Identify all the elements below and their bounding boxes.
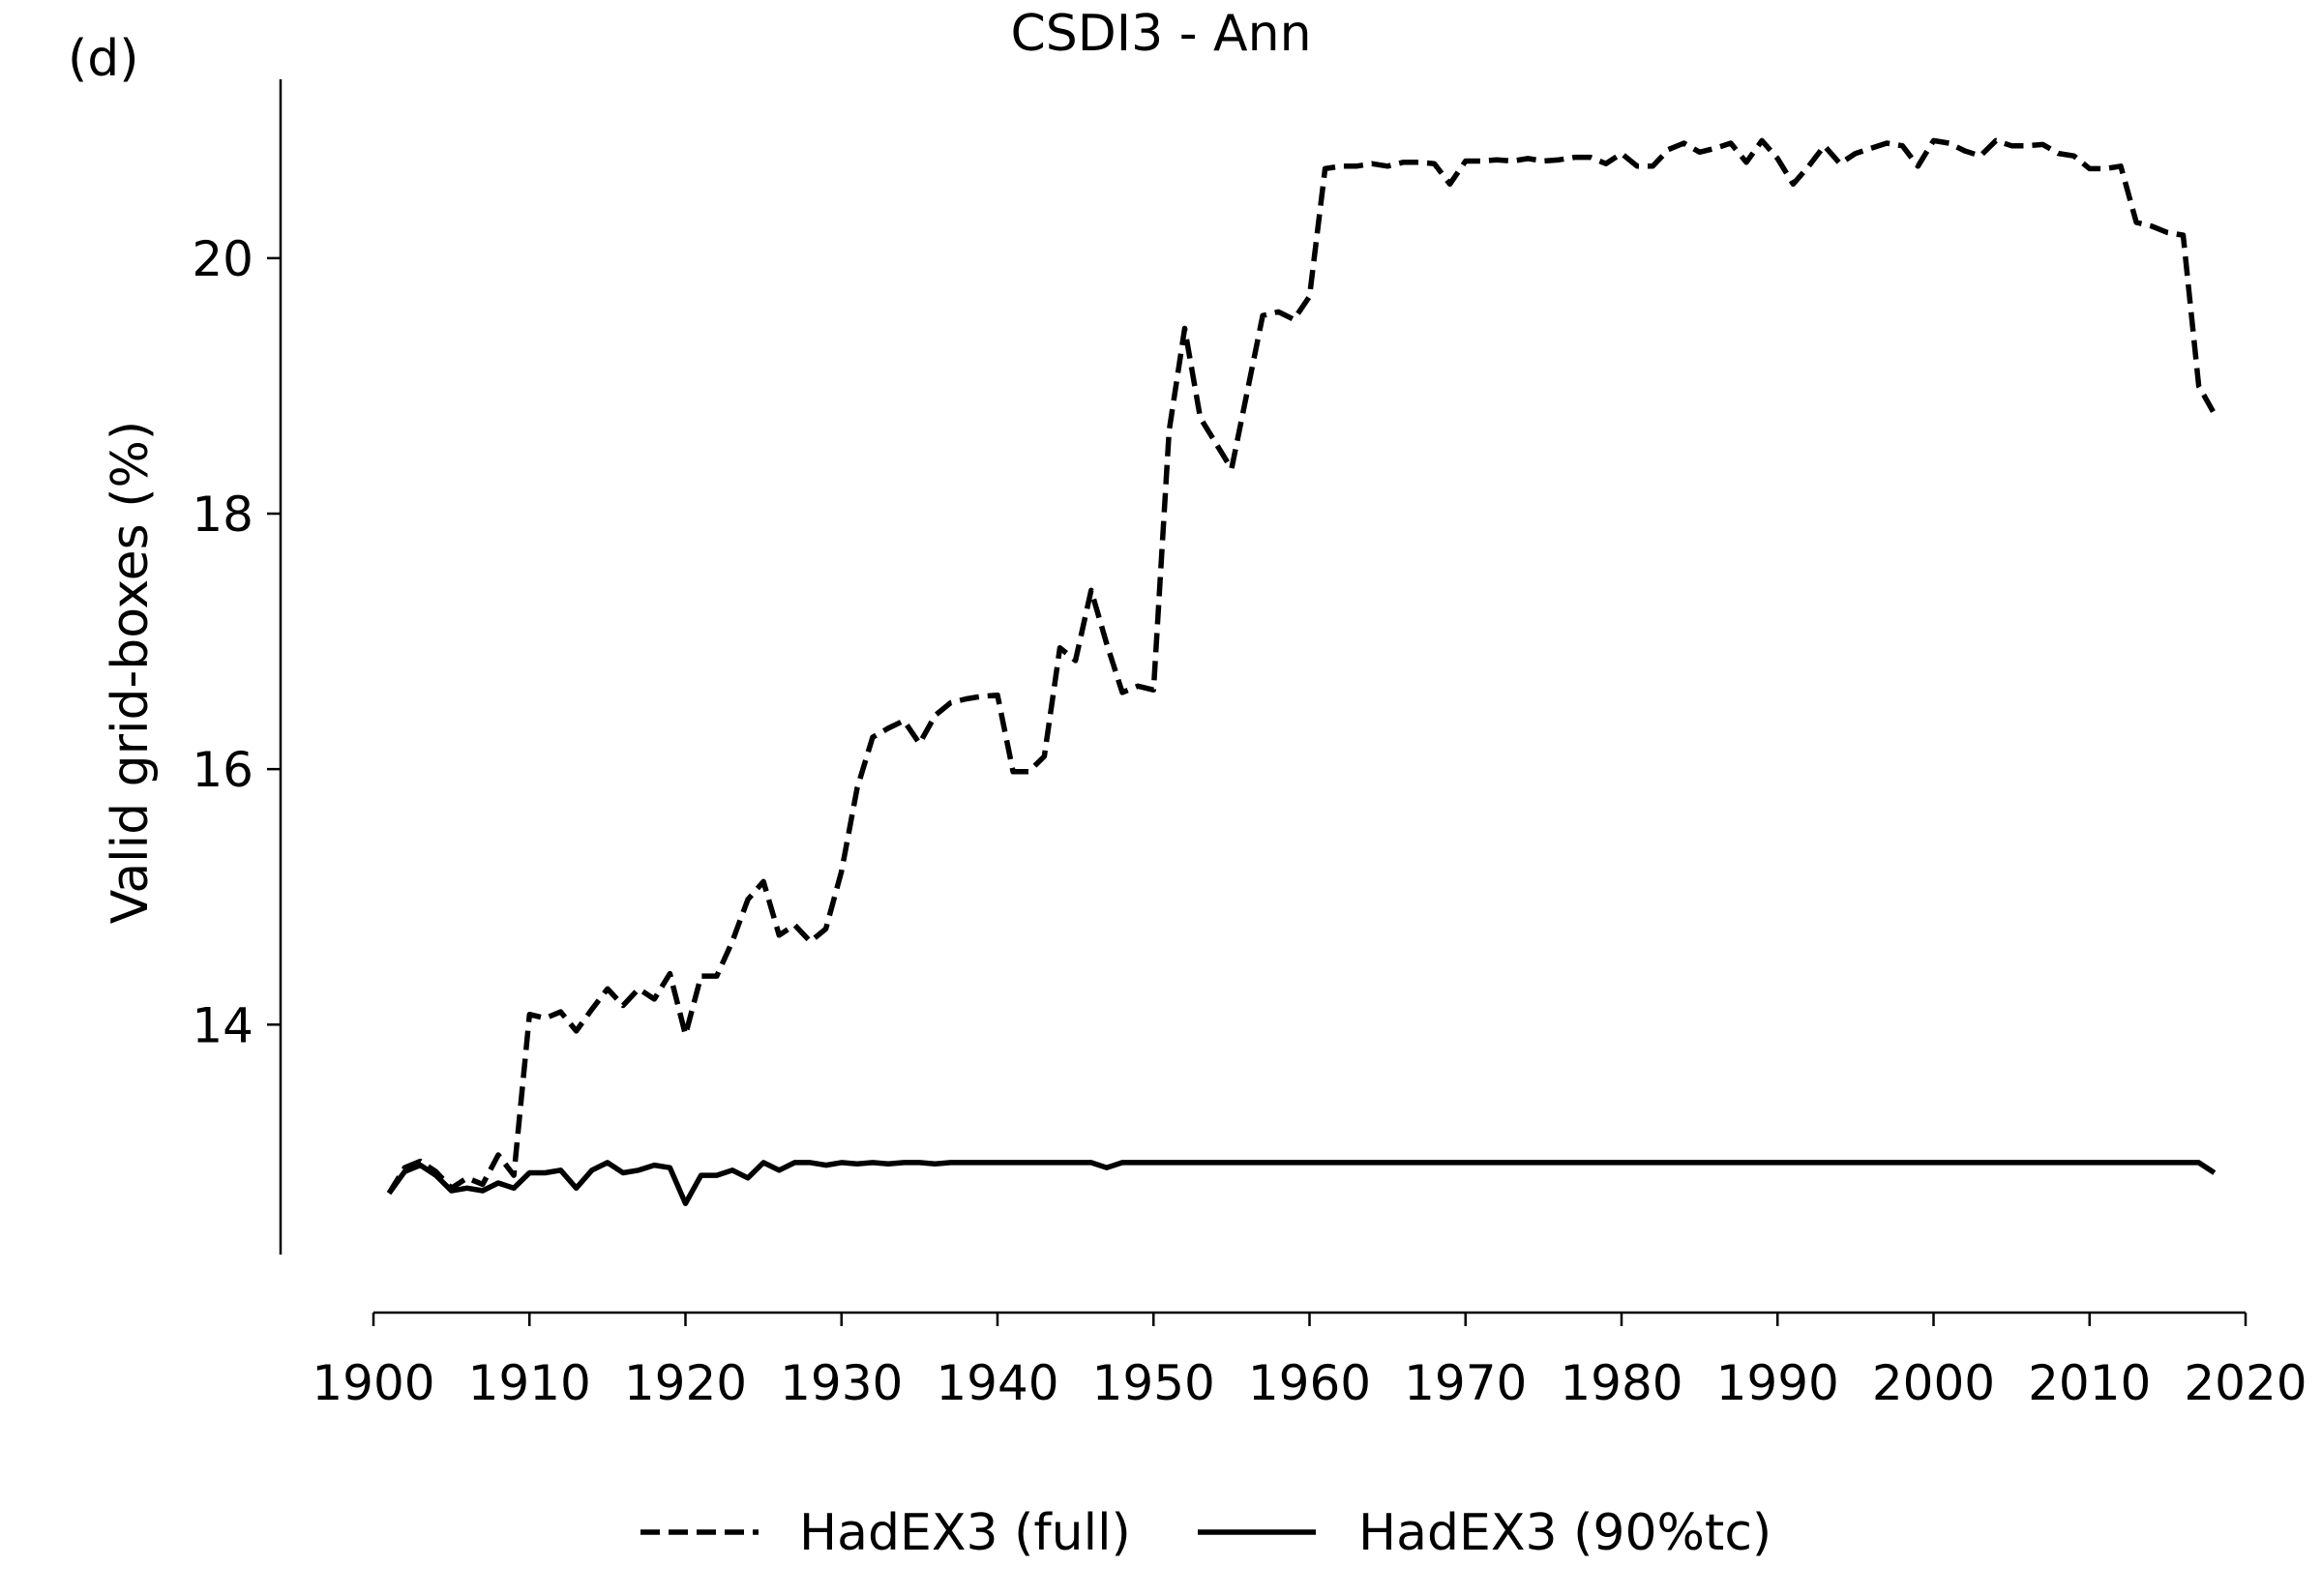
x-tick-label: 1970 — [1404, 1355, 1527, 1411]
x-tick-label: 1910 — [468, 1355, 591, 1411]
x-tick-label: 1920 — [624, 1355, 747, 1411]
x-tick-label: 2020 — [2184, 1355, 2307, 1411]
series-line-full — [386, 137, 2218, 1196]
x-tick-label: 1940 — [936, 1355, 1058, 1411]
y-tick-label: 18 — [192, 487, 253, 543]
x-tick-label: 2000 — [1872, 1355, 1995, 1411]
y-tick-label: 14 — [192, 997, 253, 1053]
y-tick-label: 20 — [192, 231, 253, 287]
y-tick-label: 16 — [192, 742, 253, 798]
y-ticks: 14 16 18 20 — [192, 231, 281, 1053]
x-tick-label: 1900 — [312, 1355, 434, 1411]
chart-title: CSDI3 - Ann — [1010, 5, 1311, 63]
panel-label: (d) — [68, 30, 139, 88]
x-tick-label: 1950 — [1092, 1355, 1215, 1411]
x-ticks: 1900 1910 1920 1930 1940 1950 1960 1970 1980 1990… — [312, 1313, 2307, 1411]
legend-label: HadEX3 (90%tc) — [1358, 1504, 1771, 1562]
x-tick-label: 2010 — [2028, 1355, 2151, 1411]
legend-label: HadEX3 (full) — [799, 1504, 1131, 1562]
series-line-90tc — [386, 1160, 2217, 1206]
x-tick-label: 1960 — [1248, 1355, 1371, 1411]
legend: HadEX3 (full) HadEX3 (90%tc) — [640, 1504, 1771, 1562]
x-tick-label: 1990 — [1716, 1355, 1839, 1411]
x-tick-label: 1930 — [780, 1355, 903, 1411]
x-tick-label: 1980 — [1560, 1355, 1682, 1411]
series-lines — [386, 137, 2218, 1206]
y-axis-label: Valid grid-boxes (%) — [102, 421, 160, 924]
